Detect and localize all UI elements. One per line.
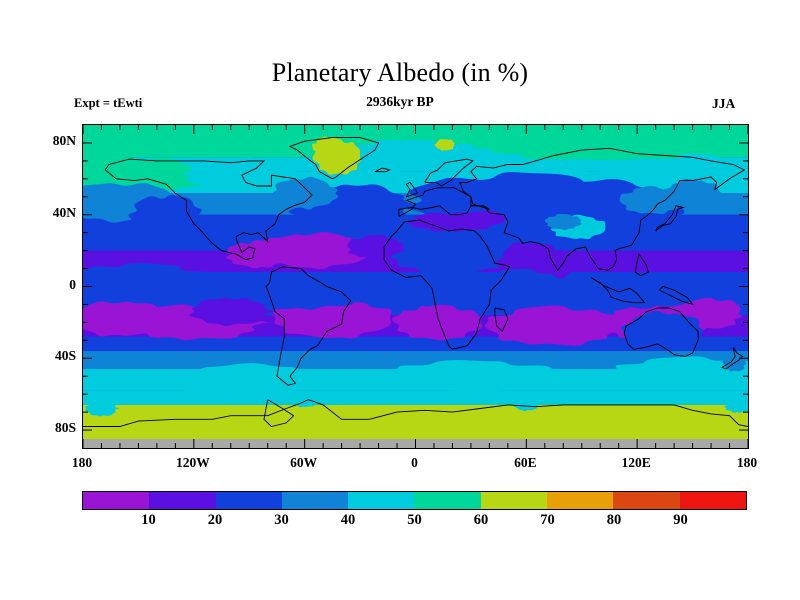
regional-albedo-patches bbox=[83, 132, 748, 448]
x-axis: 180 120W 60W 0 60E 120E 180 bbox=[72, 455, 757, 477]
albedo-patch bbox=[85, 400, 120, 417]
y-tick-label: 0 bbox=[69, 276, 76, 292]
albedo-patch bbox=[83, 301, 166, 337]
x-tick-label: 0 bbox=[411, 455, 418, 470]
albedo-patch bbox=[544, 213, 582, 230]
albedo-patch bbox=[347, 234, 405, 260]
coastline bbox=[383, 219, 511, 350]
zonal-band bbox=[83, 404, 748, 440]
x-tick-label: 60W bbox=[290, 455, 318, 470]
figure-subtitle: 2936kyr BP bbox=[366, 94, 434, 109]
albedo-patch bbox=[597, 151, 748, 184]
coastline bbox=[83, 399, 748, 427]
albedo-patch bbox=[189, 298, 277, 327]
colorbar-tick-label: 10 bbox=[141, 512, 156, 528]
coastline bbox=[623, 307, 699, 357]
x-tick-label: 120W bbox=[175, 455, 210, 470]
colorbar-band bbox=[348, 492, 415, 509]
colorbar: 10 20 30 40 50 60 70 80 90 bbox=[82, 491, 747, 537]
colorbar-band bbox=[281, 492, 349, 509]
albedo-patch bbox=[83, 262, 214, 296]
coastline bbox=[494, 307, 509, 333]
albedo-patch bbox=[226, 239, 293, 269]
colorbar-band bbox=[83, 492, 150, 509]
coastline bbox=[655, 205, 685, 232]
albedo-patch bbox=[391, 304, 483, 341]
albedo-patch bbox=[464, 210, 509, 227]
coastline bbox=[658, 285, 694, 306]
colorbar-band bbox=[547, 492, 614, 509]
zonal-band bbox=[83, 390, 748, 405]
albedo-patch bbox=[610, 356, 748, 389]
experiment-label: Expt = tEwti bbox=[74, 96, 143, 110]
albedo-patch bbox=[183, 157, 299, 190]
y-axis: 80N 40N 0 40S 80S bbox=[28, 124, 76, 447]
colorbar-band bbox=[679, 492, 746, 509]
y-tick-label: 80S bbox=[54, 420, 76, 436]
colorbar-band bbox=[414, 492, 481, 509]
colorbar-band bbox=[480, 492, 548, 509]
albedo-patch bbox=[724, 400, 748, 413]
coastline bbox=[405, 181, 418, 198]
x-tick-label: 120E bbox=[621, 455, 651, 470]
coastline bbox=[634, 253, 649, 277]
x-tick-label: 180 bbox=[71, 455, 93, 470]
albedo-patch bbox=[620, 310, 705, 351]
albedo-patch bbox=[484, 305, 621, 346]
coastline bbox=[265, 266, 352, 386]
albedo-patch bbox=[377, 359, 561, 393]
albedo-patch bbox=[311, 136, 347, 157]
x-tick-label: 60E bbox=[514, 455, 537, 470]
map-fill-layer bbox=[83, 125, 748, 448]
albedo-patch bbox=[513, 399, 540, 412]
albedo-patch bbox=[128, 194, 202, 235]
albedo-patch bbox=[565, 271, 713, 309]
albedo-patch bbox=[380, 227, 510, 274]
map-plot-area bbox=[82, 124, 749, 449]
x-tick-label: 180 bbox=[736, 455, 758, 470]
colorbar-band bbox=[215, 492, 282, 509]
coastline bbox=[590, 277, 646, 304]
axis-ticks bbox=[83, 125, 748, 448]
coastline bbox=[288, 137, 380, 180]
colorbar-bands bbox=[82, 491, 747, 510]
albedo-patch bbox=[531, 249, 575, 282]
y-tick-label: 40N bbox=[52, 204, 76, 220]
colorbar-band bbox=[149, 492, 216, 509]
season-label: JJA bbox=[712, 96, 736, 111]
albedo-patch bbox=[83, 142, 135, 172]
albedo-patch bbox=[379, 274, 492, 307]
colorbar-tick-label: 30 bbox=[274, 512, 289, 528]
albedo-patch bbox=[241, 273, 366, 310]
albedo-patch bbox=[473, 268, 564, 298]
coastline bbox=[721, 347, 744, 370]
colorbar-tick-label: 70 bbox=[540, 512, 555, 528]
colorbar-tick-label: 40 bbox=[340, 512, 356, 528]
albedo-patch bbox=[272, 176, 339, 210]
albedo-map bbox=[83, 125, 748, 448]
coastline bbox=[374, 167, 391, 173]
page-title: Planetary Albedo (in %) bbox=[271, 58, 529, 87]
colorbar-band bbox=[613, 492, 680, 509]
colorbar-tick-label: 80 bbox=[606, 512, 622, 528]
colorbar-tick-label: 60 bbox=[473, 512, 489, 528]
coastline bbox=[104, 158, 313, 261]
colorbar-tick-label: 50 bbox=[407, 512, 422, 528]
albedo-patch bbox=[170, 363, 329, 396]
coastline bbox=[263, 399, 295, 427]
y-tick-label: 40S bbox=[54, 348, 76, 364]
y-tick-label: 80N bbox=[52, 132, 76, 148]
albedo-patch bbox=[434, 139, 455, 151]
colorbar-tick-label: 90 bbox=[673, 512, 688, 528]
colorbar-tick-label: 20 bbox=[207, 512, 223, 528]
coastline bbox=[459, 147, 746, 272]
coastline bbox=[424, 158, 474, 187]
albedo-patch bbox=[472, 132, 722, 161]
coastline-layer bbox=[83, 137, 748, 427]
